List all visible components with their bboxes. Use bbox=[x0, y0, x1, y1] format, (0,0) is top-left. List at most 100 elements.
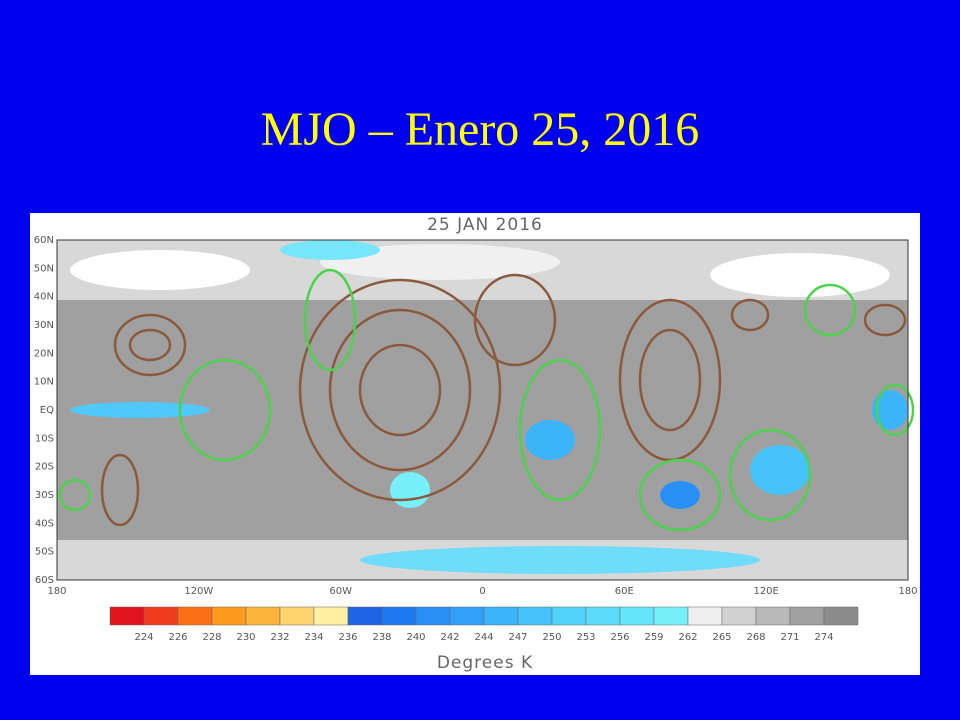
map-title: 25 JAN 2016 bbox=[427, 215, 543, 235]
contour bbox=[303, 268, 357, 372]
lat-label: 20N bbox=[34, 348, 54, 359]
colorbar-tick-label: 253 bbox=[576, 632, 595, 643]
map-axes: 60N50N40N30N20N10NEQ10S20S30S40S50S60S18… bbox=[34, 235, 918, 597]
cloud-area bbox=[70, 250, 250, 290]
contour bbox=[113, 313, 187, 377]
cloud-area bbox=[390, 472, 430, 508]
colorbar-swatch bbox=[619, 606, 655, 626]
contour bbox=[358, 343, 442, 437]
cloud-area bbox=[525, 420, 575, 460]
contour bbox=[298, 278, 502, 502]
colorbar: 224 226 228 230 232 234 236 238 240 242 244 247 250 2… bbox=[109, 606, 859, 643]
colorbar-tick-label: 228 bbox=[202, 632, 221, 643]
colorbar-swatch bbox=[279, 606, 315, 626]
colorbar-tick-label: 234 bbox=[304, 632, 323, 643]
cloud-area bbox=[660, 481, 700, 509]
lat-label: 50S bbox=[35, 547, 54, 558]
colorbar-label: Degrees K bbox=[437, 653, 533, 673]
lon-label: 60E bbox=[615, 586, 634, 597]
colorbar-swatch bbox=[585, 606, 621, 626]
colorbar-tick-label: 244 bbox=[474, 632, 493, 643]
colorbar-swatch bbox=[245, 606, 281, 626]
colorbar-swatch bbox=[551, 606, 587, 626]
colorbar-tick-label: 232 bbox=[270, 632, 289, 643]
colorbar-swatch bbox=[313, 606, 349, 626]
colorbar-swatch bbox=[109, 606, 145, 626]
lat-label: 40S bbox=[35, 518, 54, 529]
colorbar-tick-label: 224 bbox=[134, 632, 153, 643]
colorbar-tick-label: 262 bbox=[678, 632, 697, 643]
colorbar-tick-label: 230 bbox=[236, 632, 255, 643]
contour bbox=[863, 303, 907, 337]
lat-label: 10S bbox=[35, 433, 54, 444]
colorbar-swatch bbox=[381, 606, 417, 626]
contour bbox=[178, 358, 272, 462]
colorbar-swatch bbox=[517, 606, 553, 626]
contour bbox=[638, 458, 722, 532]
lat-label: 20S bbox=[35, 462, 54, 473]
lon-label: 120E bbox=[753, 586, 778, 597]
lat-label: 50N bbox=[34, 263, 54, 274]
contour bbox=[128, 328, 172, 362]
map-plot bbox=[56, 239, 915, 581]
colorbar-tick-label: 250 bbox=[542, 632, 561, 643]
colorbar-swatch bbox=[483, 606, 519, 626]
contour bbox=[328, 308, 472, 472]
colorbar-swatch bbox=[721, 606, 757, 626]
colorbar-swatch bbox=[415, 606, 451, 626]
lat-label: 40N bbox=[34, 292, 54, 303]
colorbar-tick-label: 236 bbox=[338, 632, 357, 643]
cloud-area bbox=[710, 253, 890, 297]
colorbar-tick-label: 226 bbox=[168, 632, 187, 643]
colorbar-swatch bbox=[143, 606, 179, 626]
contour bbox=[58, 478, 92, 512]
lat-label: EQ bbox=[40, 405, 54, 416]
colorbar-tick-label: 274 bbox=[814, 632, 833, 643]
lon-label: 180 bbox=[47, 586, 66, 597]
colorbar-swatch bbox=[823, 606, 859, 626]
cloud-area bbox=[360, 546, 760, 574]
colorbar-swatch bbox=[755, 606, 791, 626]
colorbar-tick-label: 247 bbox=[508, 632, 527, 643]
colorbar-tick-label: 256 bbox=[610, 632, 629, 643]
map-frame bbox=[56, 239, 909, 581]
lat-label: 60S bbox=[35, 575, 54, 586]
cloud-area bbox=[280, 240, 380, 260]
colorbar-swatch bbox=[211, 606, 247, 626]
contour bbox=[638, 328, 702, 432]
contour bbox=[875, 383, 915, 437]
contour bbox=[803, 283, 857, 337]
contour bbox=[518, 358, 602, 502]
colorbar-swatch bbox=[449, 606, 485, 626]
colorbar-tick-label: 265 bbox=[712, 632, 731, 643]
lon-label: 0 bbox=[479, 586, 485, 597]
lat-label: 30N bbox=[34, 320, 54, 331]
cloud-area bbox=[320, 244, 560, 280]
lon-label: 120W bbox=[184, 586, 213, 597]
slide-title: MJO – Enero 25, 2016 bbox=[261, 103, 700, 156]
colorbar-swatch bbox=[789, 606, 825, 626]
cloud-area bbox=[872, 390, 908, 430]
colorbar-swatch bbox=[687, 606, 723, 626]
lat-label: 60N bbox=[34, 235, 54, 246]
contour bbox=[728, 428, 812, 522]
colorbar-swatch bbox=[347, 606, 383, 626]
lat-label: 30S bbox=[35, 490, 54, 501]
lon-label: 180 bbox=[898, 586, 917, 597]
contour bbox=[100, 453, 140, 527]
contour bbox=[730, 298, 770, 332]
colorbar-swatch bbox=[653, 606, 689, 626]
colorbar-tick-label: 259 bbox=[644, 632, 663, 643]
colorbar-tick-label: 271 bbox=[780, 632, 799, 643]
colorbar-swatch bbox=[177, 606, 213, 626]
colorbar-tick-label: 238 bbox=[372, 632, 391, 643]
contour bbox=[473, 273, 557, 367]
cloud-area bbox=[750, 445, 810, 495]
lon-label: 60W bbox=[329, 586, 352, 597]
colorbar-tick-label: 242 bbox=[440, 632, 459, 643]
lat-label: 10N bbox=[34, 377, 54, 388]
cloud-area bbox=[70, 402, 210, 418]
colorbar-tick-label: 240 bbox=[406, 632, 425, 643]
colorbar-tick-label: 268 bbox=[746, 632, 765, 643]
